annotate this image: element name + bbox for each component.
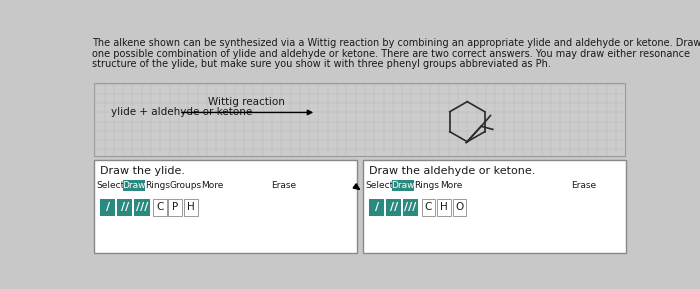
Bar [183, 199, 197, 216]
Text: More: More [201, 181, 223, 190]
Text: structure of the ylide, but make sure you show it with three phenyl groups abbre: structure of the ylide, but make sure yo… [92, 59, 551, 69]
Text: /: / [374, 202, 379, 212]
Bar [94, 83, 624, 156]
Text: ///: /// [405, 202, 417, 212]
Text: Select: Select [365, 181, 394, 190]
Bar [134, 199, 150, 216]
Text: The alkene shown can be synthesized via a Wittig reaction by combining an approp: The alkene shown can be synthesized via … [92, 38, 700, 48]
Text: Draw the ylide.: Draw the ylide. [100, 166, 185, 176]
Text: Erase: Erase [571, 181, 596, 190]
Text: Draw: Draw [391, 181, 414, 190]
Bar [392, 180, 414, 191]
Text: Groups: Groups [169, 181, 201, 190]
Text: More: More [440, 181, 463, 190]
Bar [386, 199, 401, 216]
Text: P: P [172, 202, 178, 212]
Text: C: C [156, 202, 163, 212]
Text: H: H [440, 202, 448, 212]
Bar [100, 199, 116, 216]
Text: //: // [120, 202, 129, 212]
Text: Rings: Rings [414, 181, 440, 190]
Text: ///: /// [136, 202, 148, 212]
Text: Wittig reaction: Wittig reaction [208, 97, 285, 107]
Bar [421, 199, 435, 216]
Text: Erase: Erase [271, 181, 296, 190]
Bar [369, 199, 384, 216]
Bar [403, 199, 419, 216]
Bar [117, 199, 132, 216]
Bar [363, 160, 626, 253]
Bar [94, 160, 357, 253]
Text: //: // [389, 202, 398, 212]
Bar [168, 199, 182, 216]
Bar [123, 180, 145, 191]
Bar [452, 199, 466, 216]
Bar [437, 199, 451, 216]
Text: Select: Select [97, 181, 125, 190]
Text: ylide + aldehyde or ketone: ylide + aldehyde or ketone [111, 108, 252, 117]
Text: one possible combination of ylide and aldehyde or ketone. There are two correct : one possible combination of ylide and al… [92, 49, 690, 59]
Text: /: / [106, 202, 110, 212]
Text: Rings: Rings [146, 181, 171, 190]
Text: C: C [425, 202, 432, 212]
Text: Draw the aldehyde or ketone.: Draw the aldehyde or ketone. [369, 166, 536, 176]
Text: H: H [187, 202, 195, 212]
Bar [153, 199, 167, 216]
Text: Draw: Draw [122, 181, 146, 190]
Text: O: O [456, 202, 463, 212]
